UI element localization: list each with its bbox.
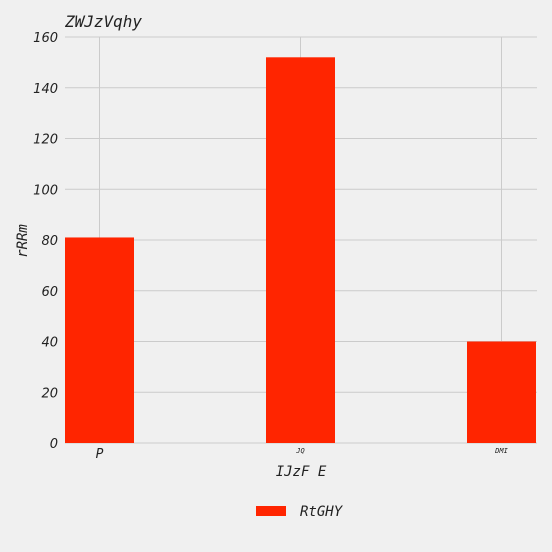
legend-label: RtGHY — [300, 504, 344, 520]
x-axis-ticks: P JQ DMI — [96, 447, 509, 462]
x-axis-label: IJzF E — [276, 464, 327, 480]
y-tick-label: 0 — [50, 437, 58, 452]
x-tick-label: JQ — [295, 447, 304, 455]
bar-jq — [266, 57, 335, 444]
bar-dmi — [467, 341, 536, 443]
x-tick-label: DMI — [494, 447, 508, 455]
legend-swatch — [256, 506, 286, 516]
y-tick-label: 20 — [41, 386, 58, 401]
y-tick-label: 80 — [41, 234, 58, 249]
chart-title: ZWJzVqhy — [64, 12, 142, 31]
y-tick-label: 120 — [33, 133, 58, 148]
x-tick-label: P — [96, 447, 104, 462]
y-tick-label: 60 — [41, 285, 58, 300]
y-tick-label: 100 — [33, 183, 58, 198]
y-tick-label: 40 — [41, 336, 58, 351]
legend: RtGHY — [256, 504, 344, 520]
bar-p — [65, 237, 134, 443]
y-tick-label: 140 — [33, 82, 58, 97]
y-tick-label: 160 — [33, 31, 58, 46]
y-axis-label: rRRm — [15, 224, 31, 258]
bars — [65, 57, 536, 444]
y-axis-ticks: 0 20 40 60 80 100 120 140 160 — [33, 31, 58, 452]
